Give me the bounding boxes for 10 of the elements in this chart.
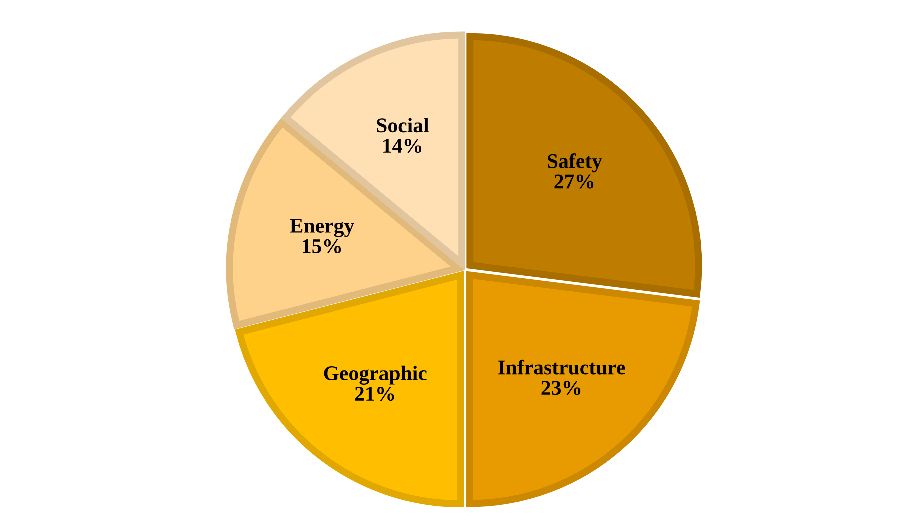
data-label: 23% <box>542 381 581 396</box>
slice-label: Social <box>377 118 429 133</box>
slice-label: Safety <box>548 154 602 173</box>
data-label: 21% <box>355 386 394 402</box>
slice-label: Infrastructure <box>498 360 626 375</box>
data-label: 27% <box>554 174 594 189</box>
slice-label: Geographic <box>324 366 427 385</box>
data-label: 14% <box>384 138 422 154</box>
slice-label: Energy <box>290 219 354 238</box>
data-label: 15% <box>303 239 342 254</box>
